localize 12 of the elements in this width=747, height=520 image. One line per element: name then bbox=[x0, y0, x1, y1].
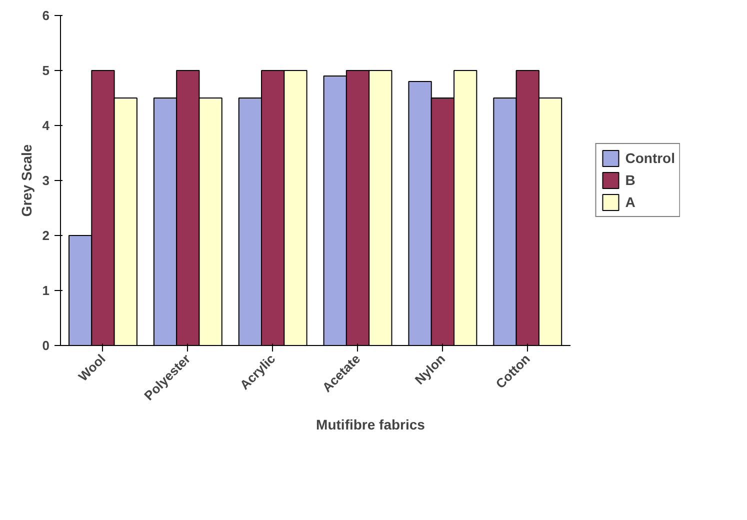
y-tick-label: 4 bbox=[42, 118, 50, 133]
legend-label: A bbox=[625, 194, 636, 210]
y-tick-label: 2 bbox=[42, 228, 50, 243]
y-tick-label: 0 bbox=[42, 338, 50, 353]
legend-label: Control bbox=[625, 150, 675, 166]
y-tick-label: 6 bbox=[42, 8, 50, 23]
y-tick-label: 3 bbox=[42, 173, 50, 188]
y-tick-label: 5 bbox=[42, 63, 50, 78]
y-axis-title: Grey Scale bbox=[18, 144, 34, 217]
y-tick-label: 1 bbox=[42, 283, 50, 298]
x-axis-title: Mutifibre fabrics bbox=[316, 416, 426, 432]
legend-label: B bbox=[625, 172, 636, 188]
